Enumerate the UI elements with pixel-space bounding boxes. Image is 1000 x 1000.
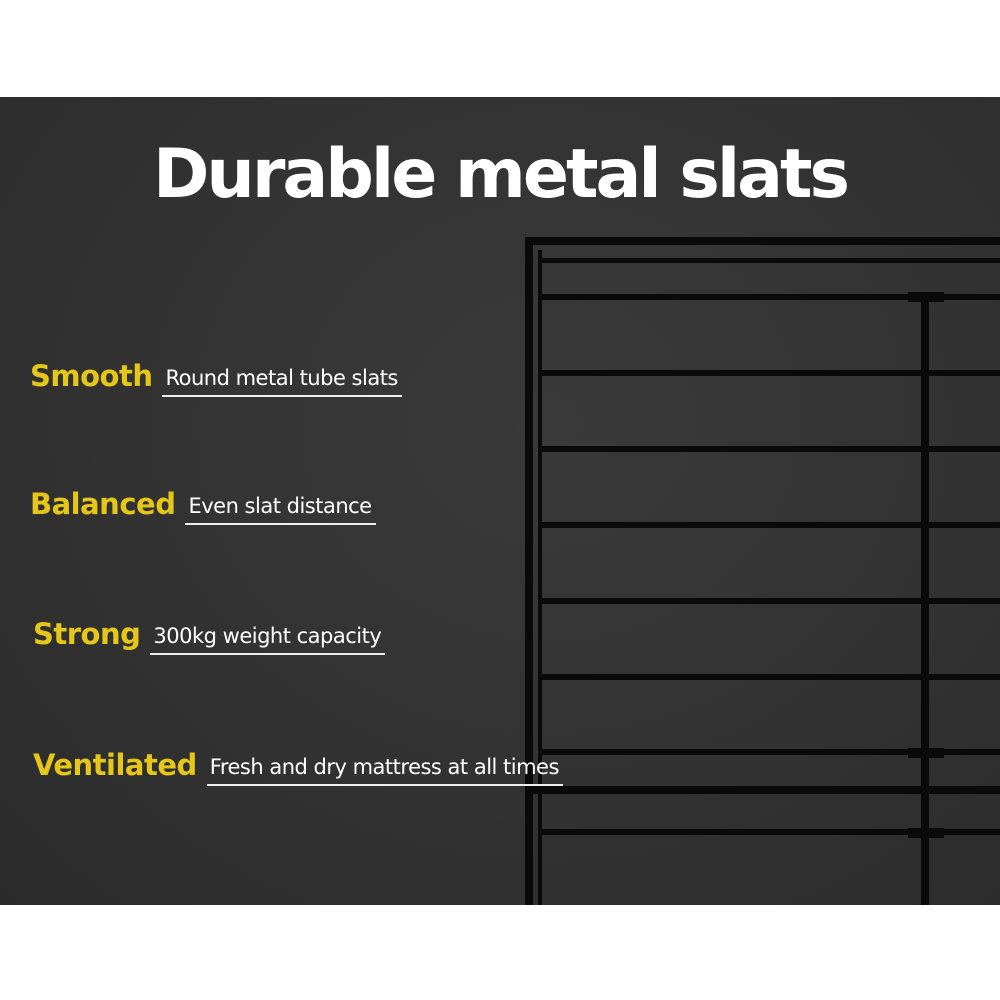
feature-ventilated: Ventilated Fresh and dry mattress at all… <box>33 748 563 786</box>
frame-top-rail <box>525 237 1000 245</box>
slat <box>538 522 1000 528</box>
slat <box>538 749 1000 755</box>
feature-value: Round metal tube slats <box>162 368 402 397</box>
frame-inner-rail <box>538 258 1000 263</box>
feature-key: Smooth <box>30 359 153 393</box>
frame-left-inner-post <box>538 250 542 905</box>
feature-value: Even slat distance <box>185 496 376 525</box>
feature-value: Fresh and dry mattress at all times <box>206 757 563 786</box>
slat-bracket <box>908 292 944 302</box>
frame-side-rail <box>525 786 1000 794</box>
frame-left-post <box>525 237 533 905</box>
slat <box>538 829 1000 835</box>
feature-key: Balanced <box>30 487 176 521</box>
slat <box>538 294 1000 300</box>
slat-bracket <box>908 748 944 758</box>
slat <box>538 674 1000 680</box>
slat <box>538 598 1000 604</box>
feature-key: Strong <box>33 617 141 651</box>
feature-key: Ventilated <box>33 748 197 782</box>
feature-value: 300kg weight capacity <box>150 626 386 655</box>
slat <box>538 370 1000 376</box>
slat-bracket <box>908 828 944 838</box>
feature-strong: Strong 300kg weight capacity <box>33 617 386 655</box>
feature-smooth: Smooth Round metal tube slats <box>30 359 402 397</box>
slat <box>538 446 1000 452</box>
headline: Durable metal slats <box>152 135 850 214</box>
dark-banner <box>0 97 1000 905</box>
feature-balanced: Balanced Even slat distance <box>30 487 376 525</box>
